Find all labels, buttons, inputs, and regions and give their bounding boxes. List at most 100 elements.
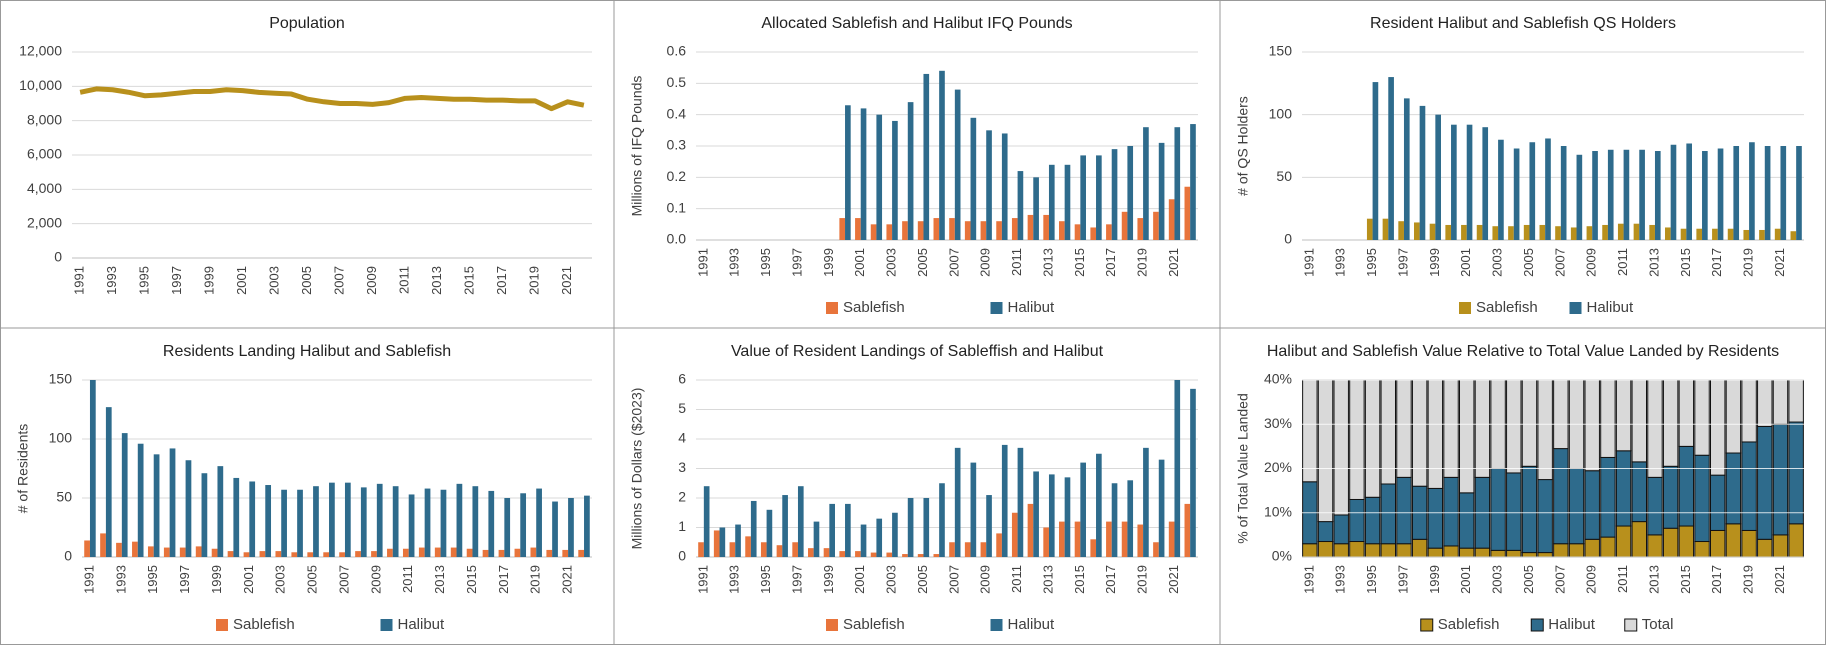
bar — [1665, 227, 1671, 240]
bar — [1576, 154, 1583, 240]
bar — [297, 489, 303, 557]
bar — [137, 443, 144, 557]
bar — [823, 548, 830, 557]
bar — [1696, 228, 1703, 240]
bar-segment — [1302, 543, 1318, 557]
bar — [1043, 527, 1049, 557]
bar-segment — [1553, 543, 1569, 557]
bar — [1064, 477, 1071, 557]
x-tick-label: 2013 — [429, 266, 444, 295]
bar — [1586, 226, 1593, 240]
y-tick-label: 2 — [678, 489, 686, 505]
bar — [1545, 138, 1551, 240]
bar-segment — [1757, 425, 1773, 540]
bar — [1429, 223, 1436, 240]
bar — [750, 500, 757, 557]
bar — [392, 486, 399, 557]
bar-segment — [1600, 380, 1616, 458]
bar — [1143, 127, 1149, 240]
bar — [1764, 146, 1771, 240]
bar — [456, 483, 463, 557]
x-tick-label: 1995 — [758, 248, 773, 277]
bar — [1080, 155, 1086, 240]
bar — [291, 552, 298, 557]
bar — [1043, 214, 1049, 240]
bar — [1074, 521, 1081, 557]
x-tick-label: 2013 — [1040, 248, 1055, 277]
bar-segment — [1474, 547, 1491, 557]
y-tick-label: 0.6 — [667, 43, 687, 59]
bar — [886, 224, 893, 240]
x-tick-label: 1997 — [1395, 565, 1410, 594]
bar — [776, 545, 783, 557]
y-tick-label: 100 — [49, 430, 73, 446]
bar — [917, 221, 924, 240]
bar-segment — [1380, 483, 1396, 545]
chart-title: Allocated Sablefish and Halibut IFQ Poun… — [761, 15, 1072, 32]
bar-segment — [1710, 380, 1726, 476]
x-tick-label: 1993 — [727, 248, 742, 277]
bar — [371, 551, 377, 557]
bar-segment — [1302, 380, 1318, 483]
legend-label: Sablefish — [1476, 299, 1538, 316]
y-tick-label: 30% — [1264, 415, 1292, 431]
bar — [249, 481, 256, 557]
bar-segment — [1427, 487, 1444, 549]
x-tick-label: 2003 — [884, 248, 899, 277]
bar-segment — [1725, 523, 1742, 557]
bar — [980, 542, 987, 557]
bar — [1607, 149, 1614, 240]
bar — [1184, 186, 1191, 240]
legend-label: Halibut — [1008, 616, 1056, 633]
bar — [472, 486, 479, 557]
bar — [376, 483, 383, 557]
bar — [1127, 480, 1134, 557]
x-tick-label: 2019 — [1741, 565, 1756, 594]
bar — [243, 552, 250, 557]
bar-segment — [1490, 549, 1506, 557]
bar — [281, 489, 287, 557]
bar-segment — [1537, 380, 1553, 481]
legend-swatch — [1459, 302, 1471, 314]
y-tick-label: 100 — [1269, 105, 1293, 121]
bar — [1717, 148, 1724, 240]
bar — [179, 547, 186, 557]
x-tick-label: 2021 — [1166, 565, 1181, 594]
bar — [923, 73, 930, 240]
bar-segment — [1741, 529, 1757, 557]
y-tick-label: 0 — [64, 548, 72, 564]
legend-swatch — [1420, 618, 1434, 632]
x-tick-label: 2007 — [336, 565, 351, 594]
bar — [217, 466, 224, 557]
legend-swatch — [380, 619, 393, 631]
x-tick-label: 2005 — [305, 565, 320, 594]
bar — [1033, 177, 1039, 240]
bar — [1529, 142, 1536, 240]
bar — [907, 498, 914, 557]
bar — [902, 221, 908, 240]
bar — [1602, 224, 1608, 240]
x-tick-label: 2003 — [1490, 248, 1505, 277]
bar-segment — [1521, 465, 1538, 554]
bar-segment — [1396, 543, 1412, 557]
bar — [719, 527, 726, 557]
x-tick-label: 2017 — [1103, 565, 1118, 594]
bar — [1001, 444, 1008, 557]
bar — [892, 120, 898, 240]
bar-segment — [1349, 541, 1365, 557]
x-tick-label: 2009 — [978, 565, 993, 594]
x-tick-label: 2021 — [559, 266, 574, 295]
x-tick-label: 2005 — [915, 565, 930, 594]
bar — [259, 551, 266, 557]
x-tick-label: 2009 — [1584, 248, 1599, 277]
y-tick-label: 10% — [1264, 503, 1292, 519]
bar — [355, 551, 361, 557]
bar-segment — [1349, 498, 1365, 543]
bar-segment — [1459, 492, 1475, 549]
x-tick-label: 2007 — [332, 266, 347, 295]
bar-segment — [1459, 547, 1475, 557]
x-tick-label: 2003 — [273, 565, 288, 594]
bar — [1168, 199, 1175, 240]
x-tick-label: 1999 — [1427, 565, 1442, 594]
y-tick-label: 3 — [678, 459, 686, 475]
